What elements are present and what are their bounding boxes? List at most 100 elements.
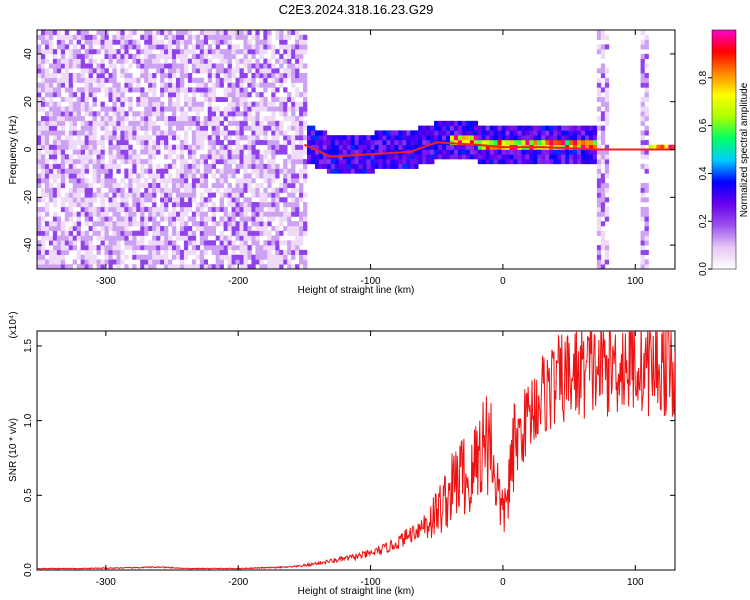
heatmap-cell	[136, 111, 141, 117]
heatmap-cell	[573, 154, 578, 160]
heatmap-cell	[553, 159, 558, 165]
heatmap-cell	[112, 92, 117, 98]
heatmap-cell	[553, 125, 558, 131]
snr-x-label: Height of straight line (km)	[298, 586, 415, 597]
heatmap-cell	[299, 168, 304, 174]
heatmap-cell	[493, 125, 498, 131]
heatmap-cell	[164, 225, 169, 232]
heatmap-cell	[56, 245, 62, 251]
heatmap-cell	[588, 130, 594, 136]
heatmap-cell	[239, 77, 244, 83]
heatmap-cell	[80, 58, 85, 64]
heatmap-cell	[44, 168, 50, 174]
heatmap-cell	[136, 120, 141, 126]
heatmap-cell	[164, 82, 169, 88]
heatmap-cell	[164, 187, 169, 193]
heatmap-cell	[80, 106, 85, 112]
heatmap-cell	[457, 135, 463, 141]
heatmap-cell	[592, 125, 598, 131]
heatmap-cell	[430, 130, 435, 136]
heatmap-cell	[168, 178, 173, 184]
heatmap-cell	[100, 149, 105, 155]
heatmap-cell	[211, 149, 216, 155]
heatmap-cell	[108, 254, 113, 260]
heatmap-cell	[96, 216, 101, 222]
heatmap-cell	[644, 197, 649, 203]
heatmap-cell	[136, 187, 141, 193]
heatmap-cell	[263, 130, 268, 136]
heatmap-cell	[187, 187, 193, 193]
heatmap-cell	[144, 187, 149, 193]
heatmap-cell	[64, 206, 70, 212]
heatmap-cell	[108, 206, 113, 212]
heatmap-cell	[346, 139, 352, 146]
heatmap-cell	[156, 101, 161, 107]
heatmap-cell	[235, 235, 240, 241]
heatmap-cell	[132, 58, 137, 64]
heatmap-cell	[557, 154, 562, 160]
heatmap-cell	[465, 125, 471, 131]
heatmap-cell	[485, 139, 490, 146]
heatmap-cell	[243, 225, 248, 232]
heatmap-cell	[223, 73, 228, 79]
heatmap-cell	[291, 149, 296, 155]
heatmap-cell	[44, 111, 50, 117]
heatmap-cell	[275, 30, 280, 36]
heatmap-cell	[195, 106, 201, 112]
heatmap-cell	[60, 254, 66, 260]
heatmap-cell	[251, 178, 256, 184]
heatmap-cell	[465, 154, 471, 160]
heatmap-cell	[116, 96, 121, 102]
heatmap-cell	[172, 144, 177, 150]
heatmap-cell	[644, 87, 649, 93]
heatmap-cell	[56, 168, 62, 174]
heatmap-cell	[275, 187, 280, 193]
heatmap-cell	[56, 216, 62, 222]
heatmap-cell	[199, 77, 205, 83]
heatmap-cell	[438, 135, 443, 141]
heatmap-cell	[144, 225, 149, 232]
heatmap-cell	[521, 139, 526, 146]
heatmap-cell	[195, 116, 201, 122]
heatmap-cell	[243, 202, 248, 208]
heatmap-cell	[76, 230, 81, 236]
heatmap-cell	[108, 159, 113, 165]
heatmap-cell	[569, 149, 574, 155]
heatmap-cell	[104, 68, 109, 74]
heatmap-cell	[60, 259, 66, 265]
heatmap-cell	[473, 135, 479, 141]
heatmap-cell	[168, 259, 173, 265]
heatmap-cell	[267, 182, 272, 189]
heatmap-cell	[243, 125, 248, 131]
heatmap-cell	[207, 168, 213, 174]
heatmap-cell	[255, 230, 260, 236]
heatmap-cell	[644, 163, 649, 169]
heatmap-cell	[223, 159, 228, 165]
heatmap-cell	[263, 63, 268, 69]
heatmap-cell	[160, 211, 165, 217]
heatmap-cell	[179, 192, 185, 198]
heatmap-cell	[152, 235, 157, 241]
heatmap-cell	[231, 44, 236, 50]
heatmap-cell	[259, 77, 264, 83]
heatmap-cell	[108, 240, 113, 246]
heatmap-cell	[279, 58, 284, 64]
heatmap-cell	[60, 230, 66, 236]
heatmap-cell	[354, 154, 359, 160]
heatmap-cell	[84, 130, 89, 136]
heatmap-cell	[108, 225, 113, 232]
heatmap-cell	[56, 139, 62, 146]
heatmap-cell	[68, 245, 74, 251]
heatmap-cell	[267, 230, 272, 236]
heatmap-cell	[37, 130, 42, 136]
heatmap-cell	[104, 39, 109, 45]
heatmap-cell	[215, 63, 220, 69]
heatmap-cell	[219, 168, 224, 174]
heatmap-cell	[40, 34, 46, 40]
heatmap-cell	[40, 144, 46, 150]
heatmap-cell	[88, 187, 93, 193]
heatmap-cell	[199, 173, 205, 179]
heatmap-cell	[191, 264, 197, 269]
heatmap-cell	[152, 96, 157, 102]
heatmap-cell	[88, 235, 93, 241]
